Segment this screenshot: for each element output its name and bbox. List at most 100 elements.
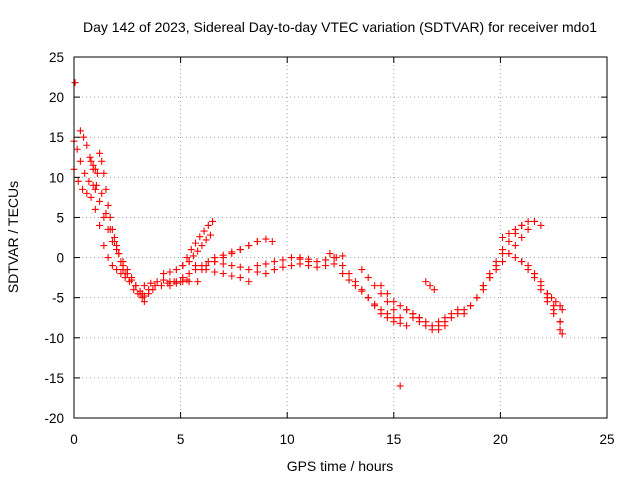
data-point (96, 149, 104, 157)
data-point (339, 262, 347, 270)
data-point (204, 221, 212, 229)
data-point (460, 310, 468, 318)
data-point (200, 227, 208, 235)
data-point (287, 262, 295, 270)
data-point (492, 266, 500, 274)
data-point (209, 217, 217, 225)
data-point (377, 290, 385, 298)
data-point (486, 274, 494, 282)
data-point (556, 302, 564, 310)
data-point (505, 250, 513, 258)
y-tick-labels: -20 -15 -10 -5 0 5 10 15 20 25 (44, 50, 64, 426)
data-point (140, 282, 148, 290)
data-point (98, 189, 106, 197)
data-point (130, 286, 138, 294)
data-point (396, 382, 404, 390)
x-tick-label: 5 (177, 432, 185, 447)
data-point (219, 260, 227, 268)
data-point (552, 298, 560, 306)
data-point (245, 278, 253, 286)
data-point (364, 294, 372, 302)
data-point (89, 161, 97, 169)
data-point (322, 256, 330, 264)
data-point (119, 262, 127, 270)
data-point (326, 250, 334, 258)
axis-ticks (73, 56, 608, 419)
data-point (531, 270, 539, 278)
data-point (253, 238, 261, 246)
data-point (426, 282, 434, 290)
data-point (364, 274, 372, 282)
data-point (96, 221, 104, 229)
data-point (87, 193, 95, 201)
data-point (548, 294, 556, 302)
y-tick-label: 20 (49, 90, 64, 105)
data-point (245, 242, 253, 250)
y-tick-label: 5 (56, 210, 64, 225)
data-point (403, 306, 411, 314)
data-point (345, 276, 353, 284)
data-point (524, 217, 532, 225)
data-point (270, 258, 278, 266)
data-point (183, 254, 191, 262)
data-point (262, 270, 270, 278)
data-point (132, 282, 140, 290)
data-point (305, 262, 313, 270)
data-point (377, 306, 385, 314)
data-point (558, 330, 566, 338)
data-point (524, 266, 532, 274)
data-point (83, 141, 91, 149)
data-points (70, 79, 566, 390)
data-point (204, 258, 212, 266)
data-point (166, 268, 174, 276)
data-point (179, 274, 187, 282)
data-point (172, 266, 180, 274)
data-point (192, 266, 200, 274)
data-point (543, 290, 551, 298)
data-point (371, 300, 379, 308)
data-point (76, 127, 84, 135)
data-point (194, 278, 202, 286)
data-point (166, 282, 174, 290)
data-point (123, 270, 131, 278)
data-point (113, 242, 121, 250)
data-point (479, 282, 487, 290)
data-point (106, 225, 114, 233)
data-point (219, 251, 227, 259)
data-point (383, 310, 391, 318)
data-point (505, 238, 513, 246)
y-tick-label: -5 (52, 291, 64, 306)
data-point (104, 254, 112, 262)
x-tick-label: 25 (599, 432, 614, 447)
data-point (339, 252, 347, 260)
data-point (206, 231, 214, 239)
x-tick-labels: 0 5 10 15 20 25 (70, 432, 614, 447)
data-point (74, 177, 82, 185)
data-point (202, 266, 210, 274)
data-point (351, 282, 359, 290)
data-point (358, 266, 366, 274)
x-tick-label: 10 (280, 432, 295, 447)
data-point (390, 314, 398, 322)
y-tick-label: 10 (49, 170, 64, 185)
data-point (185, 258, 193, 266)
chart-title: Day 142 of 2023, Sidereal Day-to-day VTE… (83, 19, 597, 35)
data-point (473, 294, 481, 302)
data-point (262, 260, 270, 268)
data-point (518, 221, 526, 229)
data-point (185, 270, 193, 278)
data-point (332, 254, 340, 262)
data-point (262, 235, 270, 243)
data-point (91, 205, 99, 213)
data-point (138, 290, 146, 298)
data-point (228, 272, 236, 280)
data-point (345, 270, 353, 278)
data-point (268, 238, 276, 246)
data-point (537, 282, 545, 290)
data-point (430, 286, 438, 294)
data-point (422, 278, 430, 286)
grid-lines (74, 57, 607, 418)
y-tick-label: -15 (44, 371, 64, 386)
data-point (537, 221, 545, 229)
data-point (499, 246, 507, 254)
